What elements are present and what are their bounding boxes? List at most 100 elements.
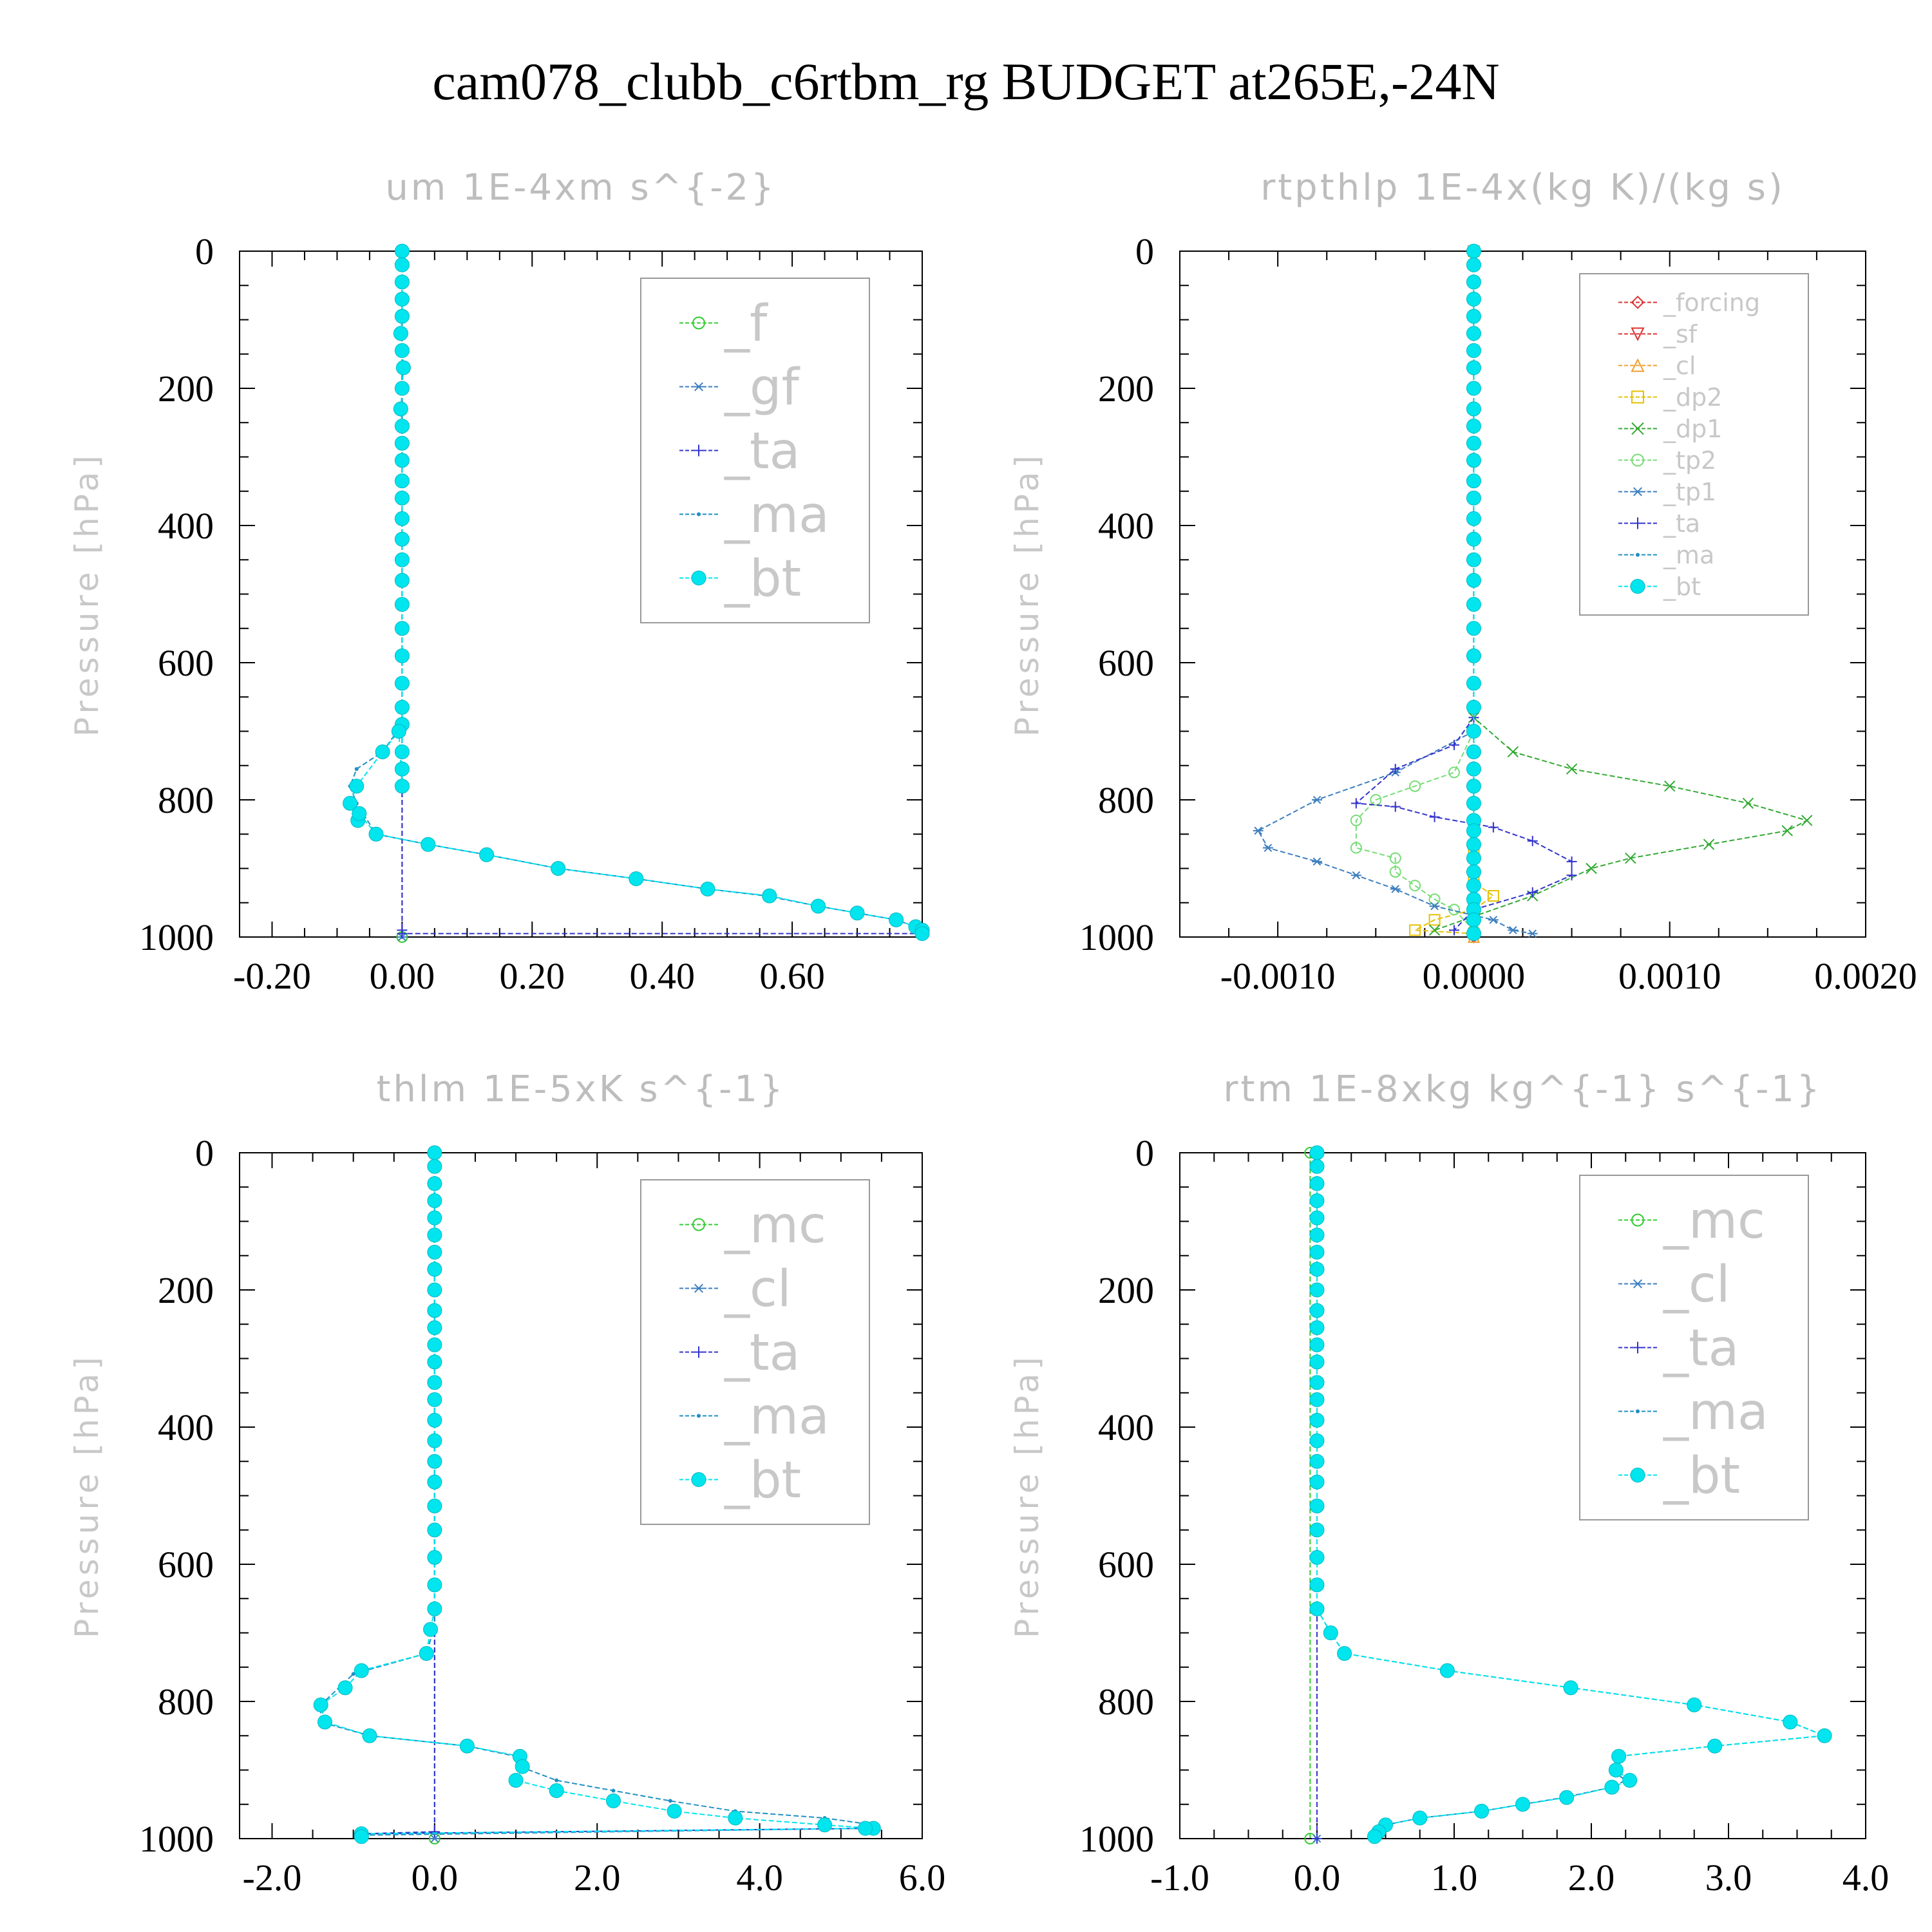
data-point [1466,596,1481,612]
data-point [421,837,436,852]
data-point [1474,1803,1490,1819]
data-point [1586,862,1597,875]
data-point [394,648,410,663]
data-point [1466,837,1481,852]
data-point [810,898,826,914]
legend-label: _bt [1663,573,1701,601]
legend-marker [1631,358,1645,372]
legend-label: _ta [724,1324,800,1382]
data-point [1466,243,1481,259]
y-tick-label: 0 [1135,231,1154,272]
x-tick-label: -2.0 [243,1857,302,1899]
data-point [1515,1797,1530,1812]
data-point [394,779,410,794]
data-point [1367,1829,1382,1844]
data-point [349,779,365,794]
legend-marker [1631,390,1644,404]
legend: _forcing _sf _cl _dp2 _dp1 _tp2 _tp1 _ta _ma _bt [1579,273,1809,616]
y-tick-label: 800 [158,1681,214,1723]
data-point [1337,1645,1352,1661]
data-point [313,1697,328,1712]
y-tick-label: 400 [158,1406,214,1448]
data-point [397,928,408,939]
data-point [1566,763,1578,775]
data-point [1466,473,1481,489]
data-point [1409,924,1421,936]
data-point [1466,490,1481,506]
data-point [394,511,410,526]
data-point [1309,1176,1325,1191]
x-tick-label: 0.0010 [1618,955,1721,997]
data-point [629,871,644,886]
data-point [1488,822,1499,833]
panel-title: um 1E-4xm s^{-2} [385,167,776,209]
data-point [375,744,390,759]
y-tick-label: 1000 [139,916,214,958]
data-point [1309,1282,1325,1298]
data-point [1625,852,1636,864]
legend-box [1579,273,1809,616]
legend-marker [691,1472,706,1487]
series-bt [313,1145,881,1844]
x-tick-label: 2.0 [574,1857,621,1899]
legend-marker [692,1218,705,1231]
data-point [427,1282,442,1298]
panel-title: rtm 1E-8xkg kg^{-1} s^{-1} [1223,1068,1822,1110]
data-point [427,1210,442,1226]
series-bt [1466,243,1481,942]
legend-label: _ma [724,486,829,544]
legend-marker [1631,327,1645,341]
data-point [1466,761,1481,777]
data-point [1527,835,1538,846]
series-line [1257,730,1533,934]
series-dp2 [1409,245,1499,940]
data-point [1527,887,1538,898]
y-tick-label: 0 [1135,1132,1154,1174]
series-tp2 [1350,725,1480,936]
data-point [394,243,410,259]
data-point [1466,453,1481,468]
data-point [394,419,410,434]
data-point [459,1738,475,1754]
panel-title: thlm 1E-5xK s^{-1} [376,1068,785,1110]
data-point [1507,746,1519,758]
legend-box [640,278,870,623]
data-point [394,343,410,358]
x-tick-label: -1.0 [1150,1857,1209,1899]
data-point [395,360,411,375]
data-point [1312,1833,1322,1844]
data-point [1309,1375,1325,1390]
data-point [515,1759,530,1774]
data-point [354,1663,369,1678]
data-point [427,1433,442,1448]
data-point [1309,1337,1325,1352]
data-point [728,1810,743,1826]
legend-marker [1631,453,1644,467]
data-point [1389,866,1401,878]
legend-marker [693,1346,705,1358]
data-point [1466,912,1481,927]
data-point [1390,801,1401,812]
series-bt [343,243,930,942]
legend-label: _cl [724,1260,791,1318]
y-tick-label: 1000 [139,1818,214,1860]
data-point [508,1772,524,1788]
y-tick-label: 400 [1098,505,1154,547]
data-point [394,596,410,612]
data-point [1466,308,1481,324]
data-point [889,912,904,927]
data-point [394,381,410,396]
data-point [1409,780,1421,792]
legend-label: _tp2 [1663,446,1716,475]
legend-label: _gf [724,359,800,417]
legend-label: _bt [1663,1447,1740,1505]
data-point [1428,893,1441,905]
data-point [427,1375,442,1390]
data-point [1309,1227,1325,1243]
series-line [1412,251,1495,934]
data-point [427,1392,442,1407]
data-point [354,1829,369,1844]
data-point [668,1799,672,1803]
data-point [394,699,410,715]
x-tick-label: 0.00 [370,955,435,997]
